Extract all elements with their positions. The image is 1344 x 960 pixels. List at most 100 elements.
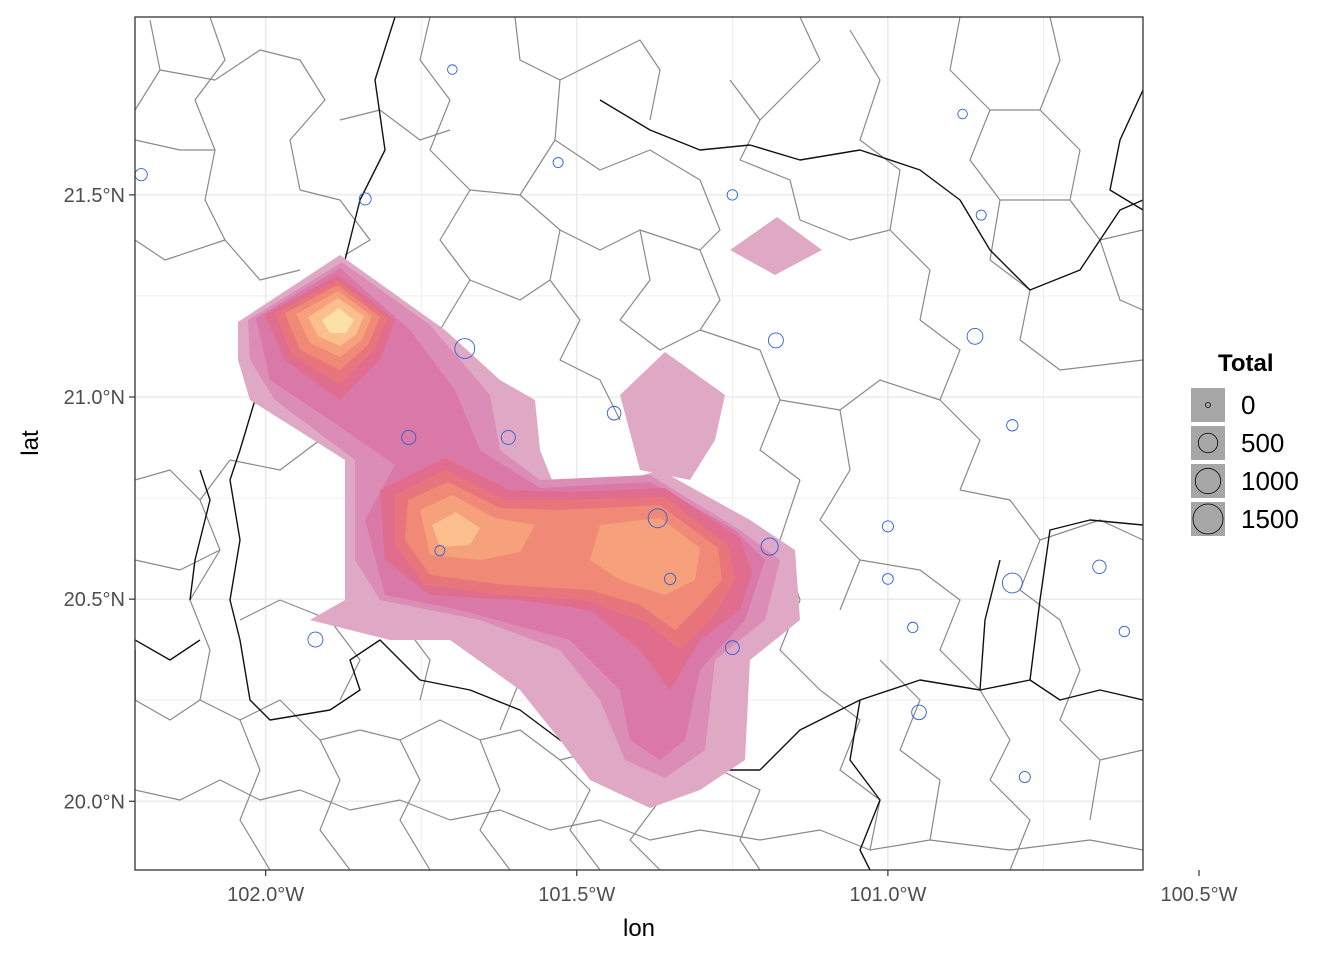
data-point	[911, 704, 927, 721]
municipal-border	[1000, 199, 1143, 241]
state-border	[1109, 89, 1143, 211]
municipal-border	[135, 139, 215, 151]
x-tick-label: 101.5°W	[538, 884, 615, 906]
state-border	[1029, 519, 1143, 681]
municipal-border	[819, 689, 881, 851]
municipal-border	[859, 559, 981, 691]
municipal-border	[779, 379, 941, 411]
legend-label: 1500	[1241, 504, 1299, 534]
municipal-border	[419, 17, 471, 331]
state-border	[135, 639, 201, 661]
state-border	[979, 559, 1001, 691]
municipal-border	[399, 739, 431, 870]
state-border	[189, 469, 211, 601]
data-point	[966, 328, 984, 345]
municipal-border	[559, 759, 601, 870]
data-point	[1118, 625, 1130, 638]
municipal-border	[279, 599, 361, 701]
municipal-border	[135, 469, 201, 501]
municipal-border	[189, 459, 231, 701]
municipal-border	[135, 699, 321, 741]
municipal-border	[194, 17, 226, 241]
municipal-border	[979, 689, 1031, 870]
points-layer	[135, 64, 1130, 784]
y-tick-label: 20.5°N	[64, 589, 125, 611]
municipal-border	[549, 279, 621, 421]
municipal-border	[519, 139, 556, 196]
data-point	[401, 429, 417, 446]
municipal-border	[1039, 519, 1143, 541]
municipal-border	[849, 29, 901, 231]
data-point	[663, 572, 677, 586]
legend-key-background	[1191, 502, 1225, 536]
x-tick-label: 100.5°W	[1161, 884, 1238, 906]
data-point	[907, 621, 919, 634]
municipal-border	[499, 809, 761, 841]
municipal-border	[759, 829, 1143, 851]
data-point	[434, 545, 446, 557]
municipal-border	[619, 229, 701, 351]
y-tick-label: 21.5°N	[64, 185, 125, 207]
data-point	[975, 209, 987, 221]
municipal-border	[989, 259, 1143, 371]
y-axis-title: lat	[17, 430, 44, 456]
legend-key-background	[1191, 464, 1225, 498]
y-tick-label: 21.0°N	[64, 387, 125, 409]
municipal-border	[135, 549, 221, 571]
contour-level-9	[322, 308, 354, 333]
x-axis-title: lon	[623, 915, 655, 942]
municipal-border	[729, 79, 801, 221]
data-point	[1001, 572, 1023, 594]
municipal-border	[699, 179, 721, 251]
legend-label: 500	[1241, 428, 1284, 458]
municipal-border	[339, 109, 451, 141]
data-point	[957, 108, 968, 120]
data-point	[606, 405, 622, 421]
data-point	[307, 631, 324, 648]
municipal-border	[135, 239, 301, 281]
municipal-border	[239, 599, 281, 621]
municipal-border	[469, 189, 561, 301]
municipal-border	[135, 779, 301, 801]
municipal-border	[1099, 239, 1143, 311]
data-point	[1006, 419, 1019, 432]
data-point	[881, 520, 894, 533]
state-border	[599, 99, 1143, 291]
data-point	[1092, 559, 1107, 574]
legend-keys: 0 500 1000 1500	[1191, 388, 1299, 536]
data-point	[647, 508, 668, 529]
density-contours	[238, 217, 822, 808]
plot-panel	[134, 16, 1144, 871]
data-point	[447, 64, 458, 75]
municipal-border	[799, 219, 931, 321]
legend-key-background	[1191, 426, 1225, 460]
municipal-border	[1099, 749, 1143, 761]
legend: Total 0 500 1000 1500	[1191, 350, 1299, 536]
y-tick-label: 20.0°N	[64, 791, 125, 813]
data-point	[760, 537, 779, 556]
municipal-border	[554, 79, 701, 181]
legend-key-circle	[1205, 402, 1211, 408]
x-tick-label: 101.0°W	[849, 884, 926, 906]
municipal-border	[319, 739, 351, 870]
data-point	[500, 429, 516, 445]
municipal-border	[1059, 619, 1101, 821]
panel-border	[134, 16, 1144, 871]
municipal-border	[759, 17, 821, 121]
data-point	[1018, 771, 1031, 784]
legend-key-circle	[1192, 503, 1224, 535]
data-point	[726, 189, 738, 201]
data-point	[358, 192, 372, 206]
legend-label: 1000	[1241, 466, 1299, 496]
y-axis: 20.0°N 20.5°N 21.0°N 21.5°N	[64, 185, 135, 813]
data-point	[552, 157, 564, 168]
municipal-border	[779, 479, 821, 691]
data-point	[454, 338, 476, 359]
municipal-border	[514, 17, 661, 121]
municipal-border	[819, 409, 861, 611]
municipal-border	[559, 229, 721, 331]
legend-key-circle	[1197, 432, 1219, 454]
municipal-border	[879, 659, 941, 841]
